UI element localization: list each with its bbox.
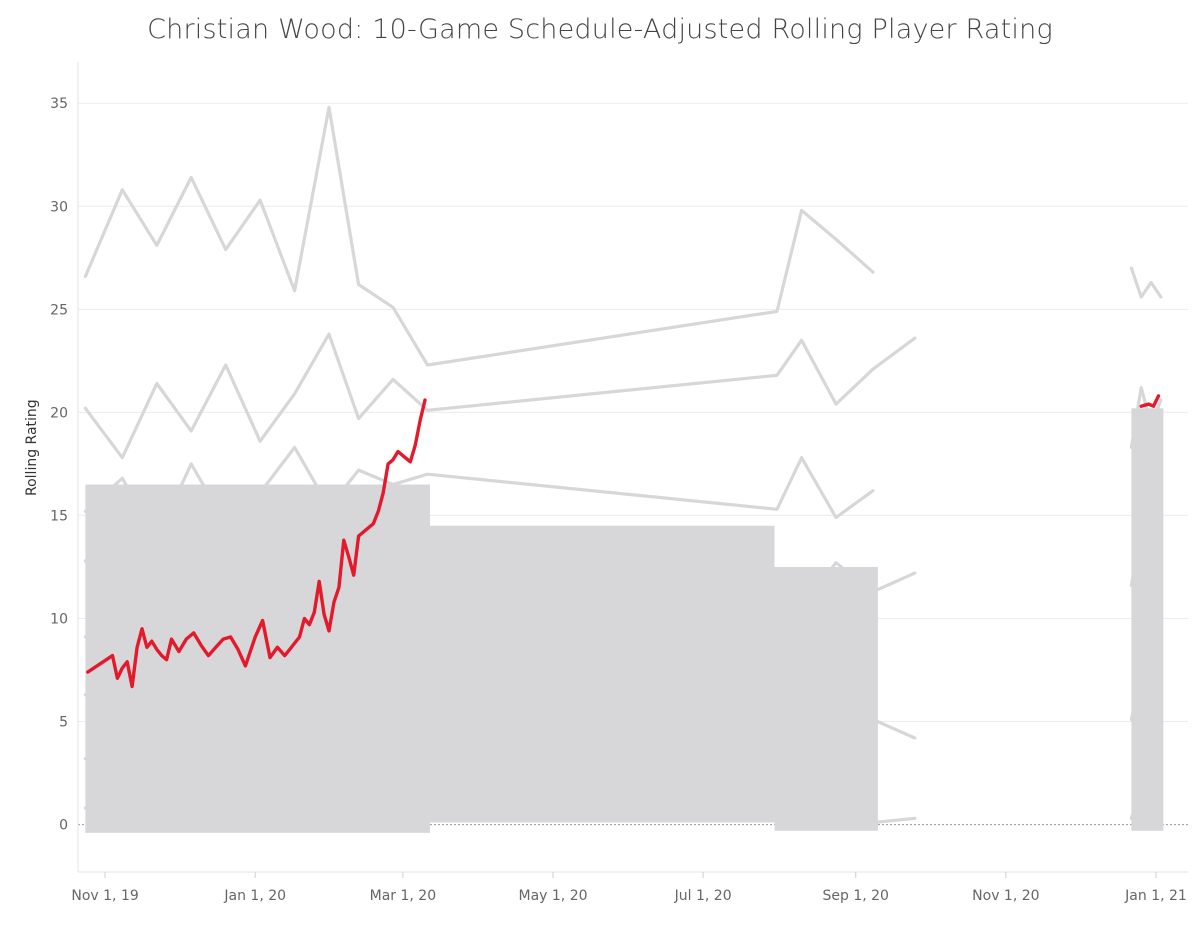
other-player-line: [83, 332, 917, 460]
y-tick-label: 25: [50, 302, 68, 318]
axis-ticks: 0 5 10 15 20 25 30 35 Nov 1, 19 Jan 1, 20 Mar 1, 2…: [50, 62, 1188, 904]
christian-wood-line: [1139, 394, 1161, 408]
chart-title: Christian Wood: 10-Game Schedule-Adjuste…: [147, 14, 1053, 45]
y-tick-label: 10: [50, 611, 68, 627]
x-tick-label: Jan 1, 20: [223, 888, 286, 904]
x-tick-label: Jan 1, 21: [1124, 888, 1187, 904]
x-tick-label: Mar 1, 20: [370, 888, 437, 904]
x-tick-label: Sep 1, 20: [823, 888, 889, 904]
y-tick-label: 35: [50, 96, 68, 112]
x-tick-label: Jul 1, 20: [674, 888, 732, 904]
christian-wood-line: [86, 398, 427, 689]
y-tick-label: 30: [50, 199, 68, 215]
dense-line-cluster: [774, 566, 878, 831]
other-player-line: [83, 105, 875, 367]
dense-cluster-fill: [85, 408, 1164, 833]
other-player-line: [1129, 266, 1163, 299]
dense-line-cluster: [429, 525, 775, 823]
x-tick-label: May 1, 20: [519, 888, 588, 904]
y-tick-label: 0: [59, 818, 68, 834]
x-tick-label: Nov 1, 19: [71, 888, 138, 904]
highlighted-player-lines: [86, 394, 1161, 689]
dense-line-cluster: [85, 484, 430, 833]
y-tick-label: 5: [59, 715, 68, 731]
y-tick-label: 20: [50, 405, 68, 421]
y-tick-label: 15: [50, 508, 68, 524]
x-tick-label: Nov 1, 20: [972, 888, 1039, 904]
dense-line-cluster: [1131, 408, 1164, 831]
